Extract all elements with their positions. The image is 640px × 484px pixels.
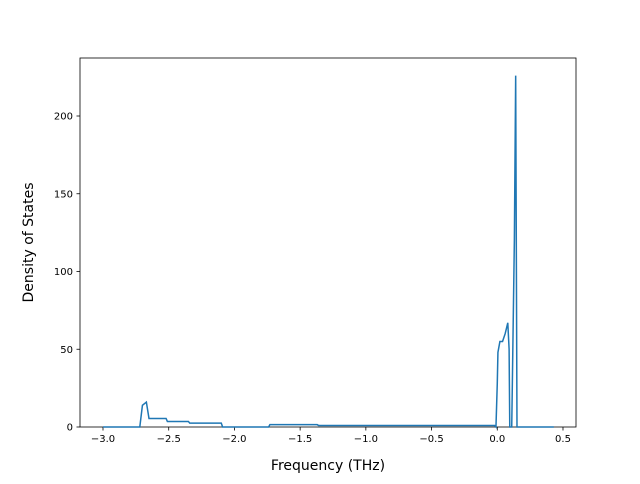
y-tick-label: 50: [60, 345, 73, 356]
data-line: [102, 75, 554, 429]
x-tick-label: −2.0: [222, 434, 246, 445]
y-tick-label: 0: [67, 423, 73, 434]
x-tick-label: −1.5: [288, 434, 312, 445]
x-tick-label: 0.5: [555, 434, 571, 445]
y-tick-label: 100: [54, 267, 73, 278]
x-tick-label: 0.0: [489, 434, 505, 445]
y-axis-label: Density of States: [21, 183, 37, 303]
x-tick-label: −2.5: [157, 434, 181, 445]
y-tick-label: 200: [54, 112, 73, 123]
x-tick-label: −3.0: [91, 434, 115, 445]
x-tick-label: −1.0: [354, 434, 378, 445]
x-tick-label: −0.5: [419, 434, 443, 445]
x-axis-label: Frequency (THz): [271, 458, 385, 474]
y-tick-label: 150: [54, 189, 73, 200]
axes-frame: [79, 57, 577, 428]
